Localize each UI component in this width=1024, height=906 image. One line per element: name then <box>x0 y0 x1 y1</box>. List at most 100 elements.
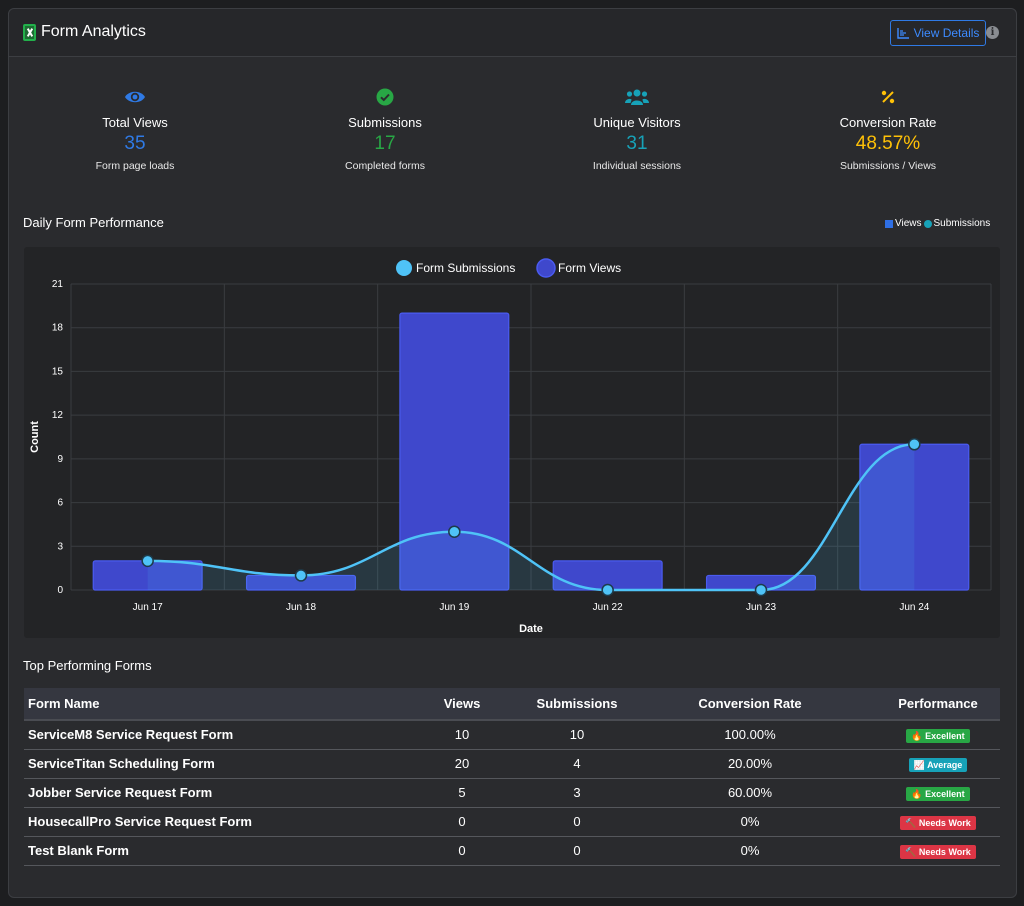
legend-label-form-views: Form Views <box>558 261 621 275</box>
top-forms-title: Top Performing Forms <box>23 658 152 673</box>
performance-cell: 🔨 Needs Work <box>876 836 1000 866</box>
submissions-swatch <box>923 219 932 228</box>
column-header[interactable]: Form Name <box>24 688 394 721</box>
view-details-button[interactable]: View Details <box>890 20 986 46</box>
submissions-cell: 0 <box>530 836 624 866</box>
table-row[interactable]: ServiceM8 Service Request Form 10 10 100… <box>24 720 1000 750</box>
y-tick-label: 12 <box>52 410 64 421</box>
y-tick-label: 3 <box>57 541 63 552</box>
y-tick-label: 6 <box>57 498 63 509</box>
users-icon <box>625 89 649 105</box>
stat-sub: Completed forms <box>345 160 425 172</box>
page-title: Form Analytics <box>41 23 146 40</box>
performance-badge: 🔥 Excellent <box>906 728 970 743</box>
stat-value: 17 <box>374 133 396 154</box>
stat-value: 35 <box>124 133 146 154</box>
legend-views-label: Views <box>895 218 922 229</box>
submissions-cell: 0 <box>530 807 624 837</box>
x-tick-label: Jun 17 <box>133 602 163 613</box>
chart-line-icon <box>896 27 909 39</box>
y-tick-label: 21 <box>52 279 64 290</box>
performance-badge: 🔥 Excellent <box>906 786 970 801</box>
daily-performance-title: Daily Form Performance <box>23 215 164 230</box>
point-form-submissions <box>294 569 308 582</box>
stat-conversion-rate: Conversion Rate 48.57% Submissions / Vie… <box>768 87 1008 172</box>
x-tick-label: Jun 18 <box>286 602 316 613</box>
stat-sub: Submissions / Views <box>839 160 937 172</box>
view-details-label: View Details <box>913 26 980 40</box>
card-header: Form Analytics View Details i <box>9 9 1016 57</box>
percent-icon <box>881 90 895 104</box>
column-header[interactable]: Performance <box>876 688 1000 721</box>
stat-submissions: Submissions 17 Completed forms <box>265 87 505 172</box>
check-circle-icon <box>376 88 394 106</box>
mini-legend: Views Submissions <box>885 218 990 229</box>
bar-form-views <box>399 312 510 591</box>
form-name-cell: Test Blank Form <box>24 836 394 866</box>
column-header[interactable]: Views <box>394 688 530 721</box>
conversion-cell: 0% <box>624 836 876 866</box>
conversion-cell: 100.00% <box>624 720 876 750</box>
legend-label-form-submissions: Form Submissions <box>416 261 515 275</box>
form-name-cell: ServiceTitan Scheduling Form <box>24 749 394 779</box>
performance-cell: 📈 Average <box>876 749 1000 779</box>
y-axis-title: Count <box>29 421 41 453</box>
y-tick-label: 18 <box>52 323 64 334</box>
table-row[interactable]: HousecallPro Service Request Form 0 0 0%… <box>24 807 1000 837</box>
views-cell: 0 <box>394 807 530 837</box>
stat-sub: Individual sessions <box>592 160 682 172</box>
eye-icon <box>125 91 145 103</box>
chart-svg: 0 3 6 9 12 15 18 21 Jun 17 Jun 18 Jun 19 Jun 22 Jun … <box>29 258 992 635</box>
daily-performance-chart: 0 3 6 9 12 15 18 21 Jun 17 Jun 18 Jun 19 Jun 22 Jun … <box>24 247 1000 638</box>
y-tick-label: 9 <box>57 454 63 465</box>
performance-cell: 🔥 Excellent <box>876 720 1000 750</box>
column-header[interactable]: Conversion Rate <box>624 688 876 721</box>
submissions-cell: 10 <box>530 720 624 750</box>
x-tick-label: Jun 23 <box>746 602 776 613</box>
views-cell: 5 <box>394 778 530 808</box>
point-form-submissions <box>141 554 154 568</box>
performance-cell: 🔥 Excellent <box>876 778 1000 808</box>
legend-submissions-label: Submissions <box>933 218 991 229</box>
stat-sub: Form page loads <box>95 160 175 172</box>
stat-label: Submissions <box>348 115 422 130</box>
stat-value: 31 <box>626 133 648 154</box>
y-tick-label: 0 <box>57 585 63 596</box>
form-name-cell: ServiceM8 Service Request Form <box>24 720 394 750</box>
performance-badge: 🔨 Needs Work <box>900 815 976 830</box>
conversion-cell: 20.00% <box>624 749 876 779</box>
stats-row: Total Views 35 Form page loads Submissio… <box>9 87 1018 187</box>
legend-swatch-form-views <box>536 258 556 278</box>
column-header[interactable]: Submissions <box>530 688 624 721</box>
point-form-submissions <box>908 438 921 451</box>
conversion-cell: 0% <box>624 807 876 837</box>
top-forms-table: Form Name Views Submissions Conversion R… <box>24 688 1000 866</box>
views-cell: 0 <box>394 836 530 866</box>
point-form-submissions <box>601 583 614 597</box>
y-tick-label: 15 <box>52 366 64 377</box>
conversion-cell: 60.00% <box>624 778 876 808</box>
x-tick-label: Jun 24 <box>899 602 929 613</box>
table-header-row: Form Name Views Submissions Conversion R… <box>24 688 1000 721</box>
stat-value: 48.57% <box>855 133 921 154</box>
performance-badge: 🔨 Needs Work <box>900 844 976 859</box>
stat-total-views: Total Views 35 Form page loads <box>15 87 255 172</box>
submissions-cell: 3 <box>530 778 624 808</box>
legend-swatch-form-submissions <box>396 260 412 276</box>
table-row[interactable]: ServiceTitan Scheduling Form 20 4 20.00%… <box>24 749 1000 779</box>
x-axis-title: Date <box>519 623 543 635</box>
point-form-submissions <box>754 583 768 597</box>
table-row[interactable]: Jobber Service Request Form 5 3 60.00% 🔥… <box>24 778 1000 808</box>
stat-label: Unique Visitors <box>593 115 681 130</box>
table-row[interactable]: Test Blank Form 0 0 0% 🔨 Needs Work <box>24 836 1000 866</box>
stat-label: Conversion Rate <box>839 115 937 130</box>
form-name-cell: Jobber Service Request Form <box>24 778 394 808</box>
spreadsheet-icon <box>23 24 36 41</box>
submissions-cell: 4 <box>530 749 624 779</box>
point-form-submissions <box>448 525 461 538</box>
views-cell: 20 <box>394 749 530 779</box>
info-icon[interactable]: i <box>986 26 999 39</box>
x-tick-label: Jun 22 <box>593 602 623 613</box>
views-cell: 10 <box>394 720 530 750</box>
form-analytics-card: Form Analytics View Details i Total View… <box>8 8 1017 898</box>
